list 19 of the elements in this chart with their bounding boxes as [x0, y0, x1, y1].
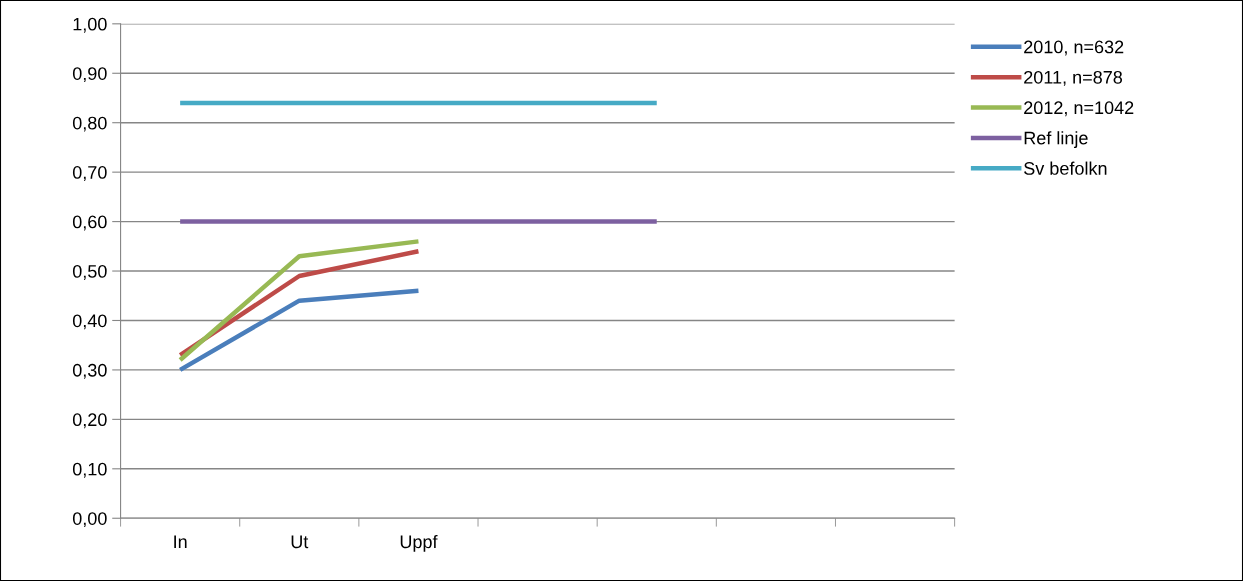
y-tick-label: 0,30 — [72, 363, 107, 379]
y-tick-label: 0,40 — [72, 314, 107, 330]
legend-label: 2010, n=632 — [1024, 40, 1124, 56]
y-tick-label: 0,50 — [72, 264, 107, 280]
y-tick-label: 0,60 — [72, 215, 107, 231]
legend-label: Ref linje — [1024, 131, 1088, 149]
y-tick-label: 0,70 — [72, 166, 107, 181]
y-tick-label: 0,80 — [72, 116, 107, 132]
y-tick-label: 0,10 — [72, 462, 107, 478]
legend-label: Sv befolkn — [1024, 161, 1107, 175]
y-tick-label: 1,00 — [73, 17, 107, 33]
y-tick-label: 0,90 — [72, 67, 107, 83]
legend-label: 2012, n=1042 — [1024, 101, 1134, 117]
x-tick-label: Ut — [291, 535, 309, 549]
legend-label: 2011, n=878 — [1024, 70, 1123, 86]
x-tick-label: In — [174, 535, 187, 548]
y-tick-label: 0,00 — [72, 512, 107, 528]
y-tick-label: 0,20 — [72, 413, 107, 429]
x-tick-label: Uppf — [400, 534, 438, 552]
